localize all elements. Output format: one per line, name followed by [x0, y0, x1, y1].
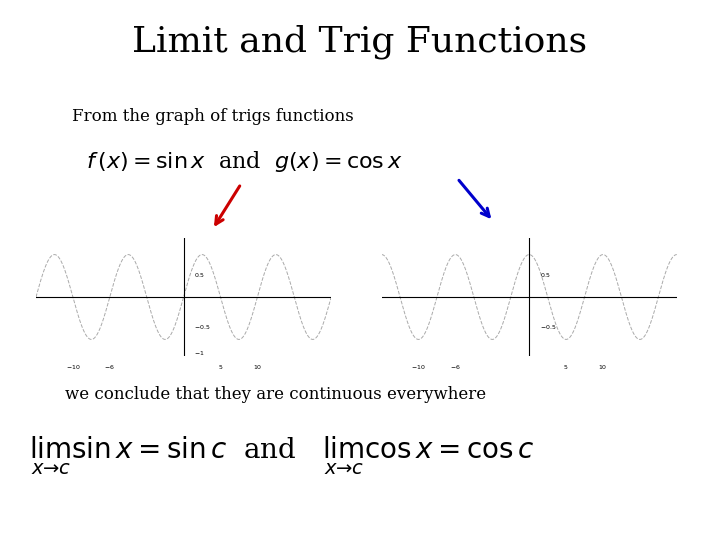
Text: $-0.5$: $-0.5$	[194, 323, 210, 331]
Text: Limit and Trig Functions: Limit and Trig Functions	[132, 24, 588, 59]
Text: $10$: $10$	[253, 363, 262, 371]
Text: $10$: $10$	[598, 363, 608, 371]
Text: $-6$: $-6$	[450, 363, 461, 371]
Text: $\lim_{x \to c}\sin x = \sin c$  and   $\lim_{x \to c}\cos x = \cos c$: $\lim_{x \to c}\sin x = \sin c$ and $\li…	[29, 435, 534, 477]
Text: $-1$: $-1$	[194, 349, 204, 357]
Text: From the graph of trigs functions: From the graph of trigs functions	[72, 108, 354, 125]
Text: $0.5$: $0.5$	[539, 271, 551, 279]
Text: $0.5$: $0.5$	[194, 271, 205, 279]
Text: $-10$: $-10$	[411, 363, 426, 371]
Text: $-10$: $-10$	[66, 363, 80, 371]
Text: $-0.5$: $-0.5$	[539, 323, 556, 331]
Text: we conclude that they are continuous everywhere: we conclude that they are continuous eve…	[65, 386, 486, 403]
Text: $f\,(x) = \sin x$  and  $g(x) = \cos x$: $f\,(x) = \sin x$ and $g(x) = \cos x$	[86, 148, 403, 173]
Text: $-6$: $-6$	[104, 363, 115, 371]
Text: $5$: $5$	[564, 363, 569, 371]
Text: $5$: $5$	[218, 363, 223, 371]
